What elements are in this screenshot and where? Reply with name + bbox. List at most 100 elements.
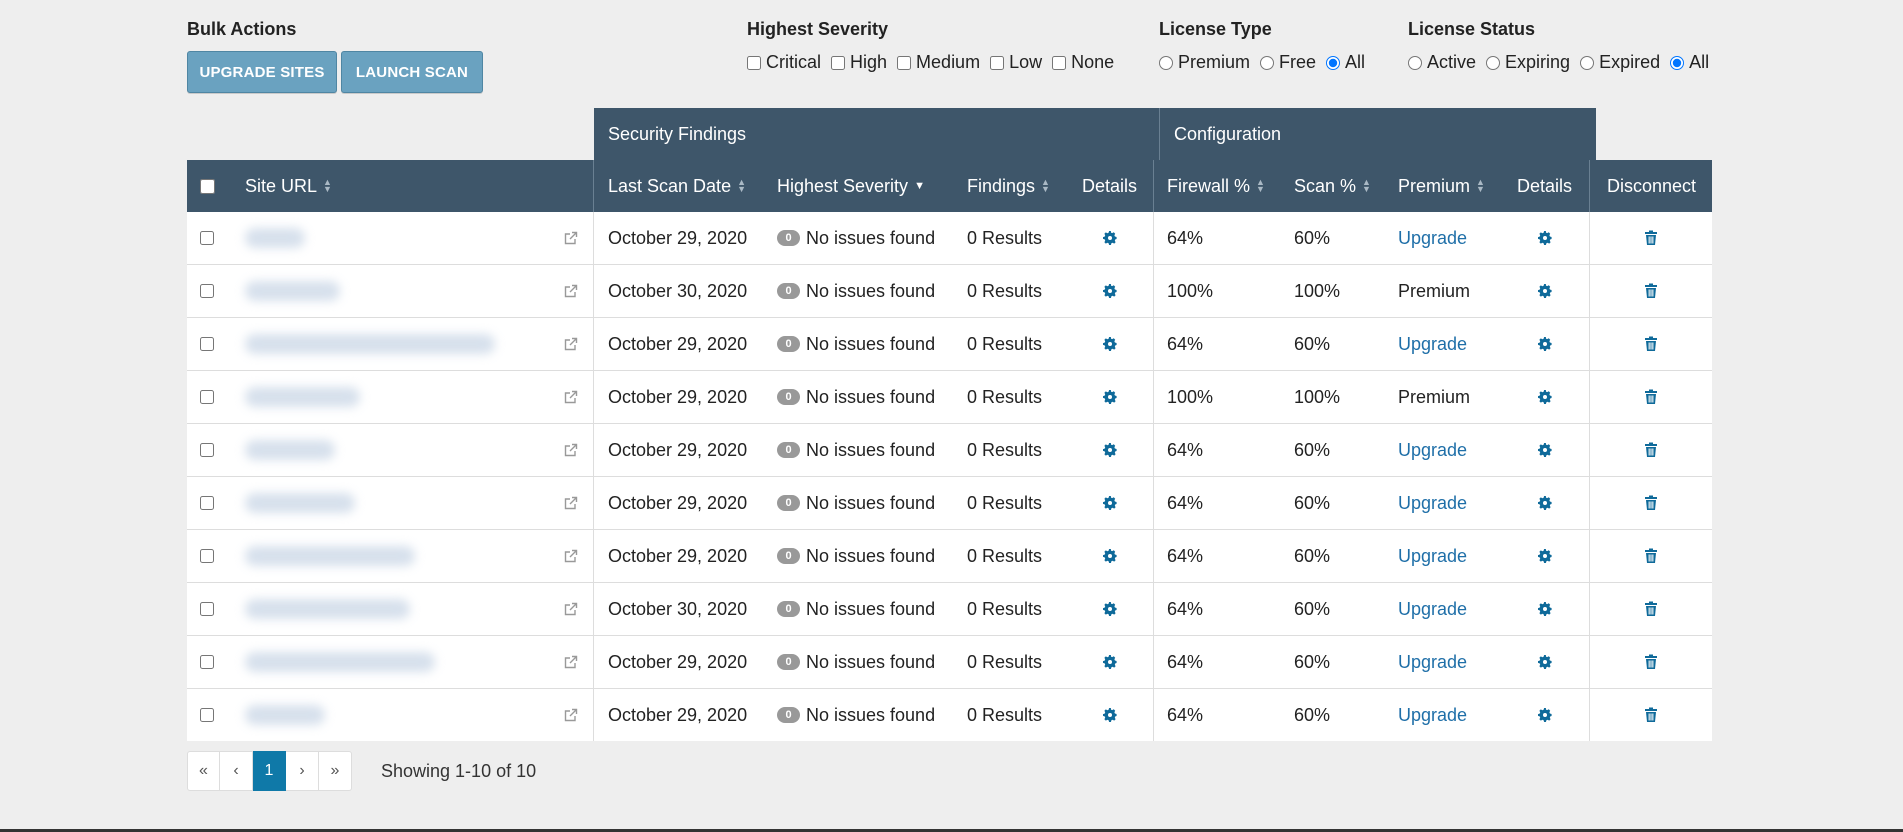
row-checkbox[interactable] bbox=[200, 390, 214, 404]
gear-icon[interactable] bbox=[1537, 548, 1553, 564]
upgrade-sites-button[interactable]: UPGRADE SITES bbox=[187, 51, 337, 93]
upgrade-link[interactable]: Upgrade bbox=[1398, 492, 1468, 513]
gear-icon[interactable] bbox=[1537, 654, 1553, 670]
upgrade-link[interactable]: Upgrade bbox=[1398, 598, 1468, 619]
external-link-icon[interactable] bbox=[563, 283, 579, 299]
external-link-icon[interactable] bbox=[563, 389, 579, 405]
trash-icon[interactable] bbox=[1644, 230, 1658, 246]
external-link-icon[interactable] bbox=[563, 336, 579, 352]
trash-icon[interactable] bbox=[1644, 283, 1658, 299]
gear-icon[interactable] bbox=[1537, 230, 1553, 246]
license-type-premium[interactable]: Premium bbox=[1159, 52, 1250, 73]
gear-icon[interactable] bbox=[1102, 442, 1118, 458]
severity-checkbox-low[interactable] bbox=[990, 55, 1005, 70]
row-checkbox[interactable] bbox=[200, 655, 214, 669]
gear-icon[interactable] bbox=[1537, 601, 1553, 617]
license-status-radio-all[interactable] bbox=[1670, 55, 1685, 70]
external-link-icon[interactable] bbox=[563, 230, 579, 246]
gear-icon[interactable] bbox=[1537, 707, 1553, 723]
license-status-radio-expired[interactable] bbox=[1580, 55, 1595, 70]
severity-checkbox-none[interactable] bbox=[1052, 55, 1067, 70]
gear-icon[interactable] bbox=[1102, 601, 1118, 617]
header-last-scan-date[interactable]: Last Scan Date ▲ ▼ bbox=[608, 175, 746, 196]
license-status-expired[interactable]: Expired bbox=[1580, 52, 1660, 73]
trash-icon[interactable] bbox=[1644, 389, 1658, 405]
upgrade-link[interactable]: Upgrade bbox=[1398, 545, 1468, 566]
gear-icon[interactable] bbox=[1102, 707, 1118, 723]
row-checkbox[interactable] bbox=[200, 337, 214, 351]
trash-icon[interactable] bbox=[1644, 601, 1658, 617]
header-site-url[interactable]: Site URL ▲ ▼ bbox=[245, 175, 332, 196]
gear-icon[interactable] bbox=[1102, 336, 1118, 352]
header-firewall[interactable]: Firewall % ▲ ▼ bbox=[1167, 175, 1265, 196]
gear-icon[interactable] bbox=[1102, 495, 1118, 511]
upgrade-link[interactable]: Upgrade bbox=[1398, 704, 1468, 725]
external-link-icon[interactable] bbox=[563, 707, 579, 723]
gear-icon[interactable] bbox=[1102, 654, 1118, 670]
severity-checkbox-critical[interactable] bbox=[747, 55, 761, 70]
license-status-radio-active[interactable] bbox=[1408, 55, 1422, 70]
gear-icon[interactable] bbox=[1537, 495, 1553, 511]
license-status-expiring[interactable]: Expiring bbox=[1486, 52, 1570, 73]
severity-count-badge: 0 bbox=[777, 601, 800, 617]
select-all-checkbox[interactable] bbox=[200, 178, 215, 194]
page-1-button[interactable]: 1 bbox=[253, 751, 286, 791]
license-status-all[interactable]: All bbox=[1670, 52, 1709, 73]
row-checkbox[interactable] bbox=[200, 602, 214, 616]
launch-scan-button[interactable]: LAUNCH SCAN bbox=[341, 51, 483, 93]
prev-page-button[interactable]: ‹ bbox=[220, 751, 253, 791]
external-link-icon[interactable] bbox=[563, 442, 579, 458]
gear-icon[interactable] bbox=[1102, 548, 1118, 564]
configuration-group: Configuration bbox=[1160, 108, 1596, 160]
external-link-icon[interactable] bbox=[563, 654, 579, 670]
header-premium[interactable]: Premium ▲ ▼ bbox=[1398, 175, 1485, 196]
trash-icon[interactable] bbox=[1644, 707, 1658, 723]
license-type-radio-all[interactable] bbox=[1326, 55, 1341, 70]
first-page-button[interactable]: « bbox=[187, 751, 220, 791]
trash-icon[interactable] bbox=[1644, 336, 1658, 352]
header-findings[interactable]: Findings ▲ ▼ bbox=[967, 175, 1050, 196]
row-checkbox[interactable] bbox=[200, 708, 214, 722]
severity-option-low[interactable]: Low bbox=[990, 52, 1042, 73]
last-page-button[interactable]: » bbox=[319, 751, 352, 791]
severity-option-critical[interactable]: Critical bbox=[747, 52, 821, 73]
scan-percent: 60% bbox=[1294, 439, 1331, 460]
row-checkbox[interactable] bbox=[200, 443, 214, 457]
license-status-active[interactable]: Active bbox=[1408, 52, 1476, 73]
upgrade-link[interactable]: Upgrade bbox=[1398, 333, 1468, 354]
trash-icon[interactable] bbox=[1644, 442, 1658, 458]
severity-checkbox-medium[interactable] bbox=[897, 55, 912, 70]
gear-icon[interactable] bbox=[1102, 230, 1118, 246]
severity-option-none[interactable]: None bbox=[1052, 52, 1114, 73]
row-checkbox[interactable] bbox=[200, 284, 214, 298]
license-type-all[interactable]: All bbox=[1326, 52, 1365, 73]
row-checkbox[interactable] bbox=[200, 496, 214, 510]
next-page-button[interactable]: › bbox=[286, 751, 319, 791]
license-type-radio-premium[interactable] bbox=[1159, 55, 1173, 70]
severity-option-high[interactable]: High bbox=[831, 52, 887, 73]
upgrade-link[interactable]: Upgrade bbox=[1398, 439, 1468, 460]
header-highest-severity[interactable]: Highest Severity ▼ bbox=[777, 175, 925, 196]
header-scan[interactable]: Scan % ▲ ▼ bbox=[1294, 175, 1371, 196]
external-link-icon[interactable] bbox=[563, 601, 579, 617]
trash-icon[interactable] bbox=[1644, 654, 1658, 670]
severity-checkbox-high[interactable] bbox=[831, 55, 846, 70]
gear-icon[interactable] bbox=[1537, 283, 1553, 299]
trash-icon[interactable] bbox=[1644, 548, 1658, 564]
external-link-icon[interactable] bbox=[563, 495, 579, 511]
gear-icon[interactable] bbox=[1537, 389, 1553, 405]
external-link-icon[interactable] bbox=[563, 548, 579, 564]
gear-icon[interactable] bbox=[1102, 389, 1118, 405]
severity-option-medium[interactable]: Medium bbox=[897, 52, 980, 73]
gear-icon[interactable] bbox=[1537, 442, 1553, 458]
upgrade-link[interactable]: Upgrade bbox=[1398, 227, 1468, 248]
row-checkbox[interactable] bbox=[200, 231, 214, 245]
license-type-free[interactable]: Free bbox=[1260, 52, 1316, 73]
row-checkbox[interactable] bbox=[200, 549, 214, 563]
license-status-radio-expiring[interactable] bbox=[1486, 55, 1501, 70]
trash-icon[interactable] bbox=[1644, 495, 1658, 511]
gear-icon[interactable] bbox=[1102, 283, 1118, 299]
gear-icon[interactable] bbox=[1537, 336, 1553, 352]
license-type-radio-free[interactable] bbox=[1260, 55, 1275, 70]
upgrade-link[interactable]: Upgrade bbox=[1398, 651, 1468, 672]
